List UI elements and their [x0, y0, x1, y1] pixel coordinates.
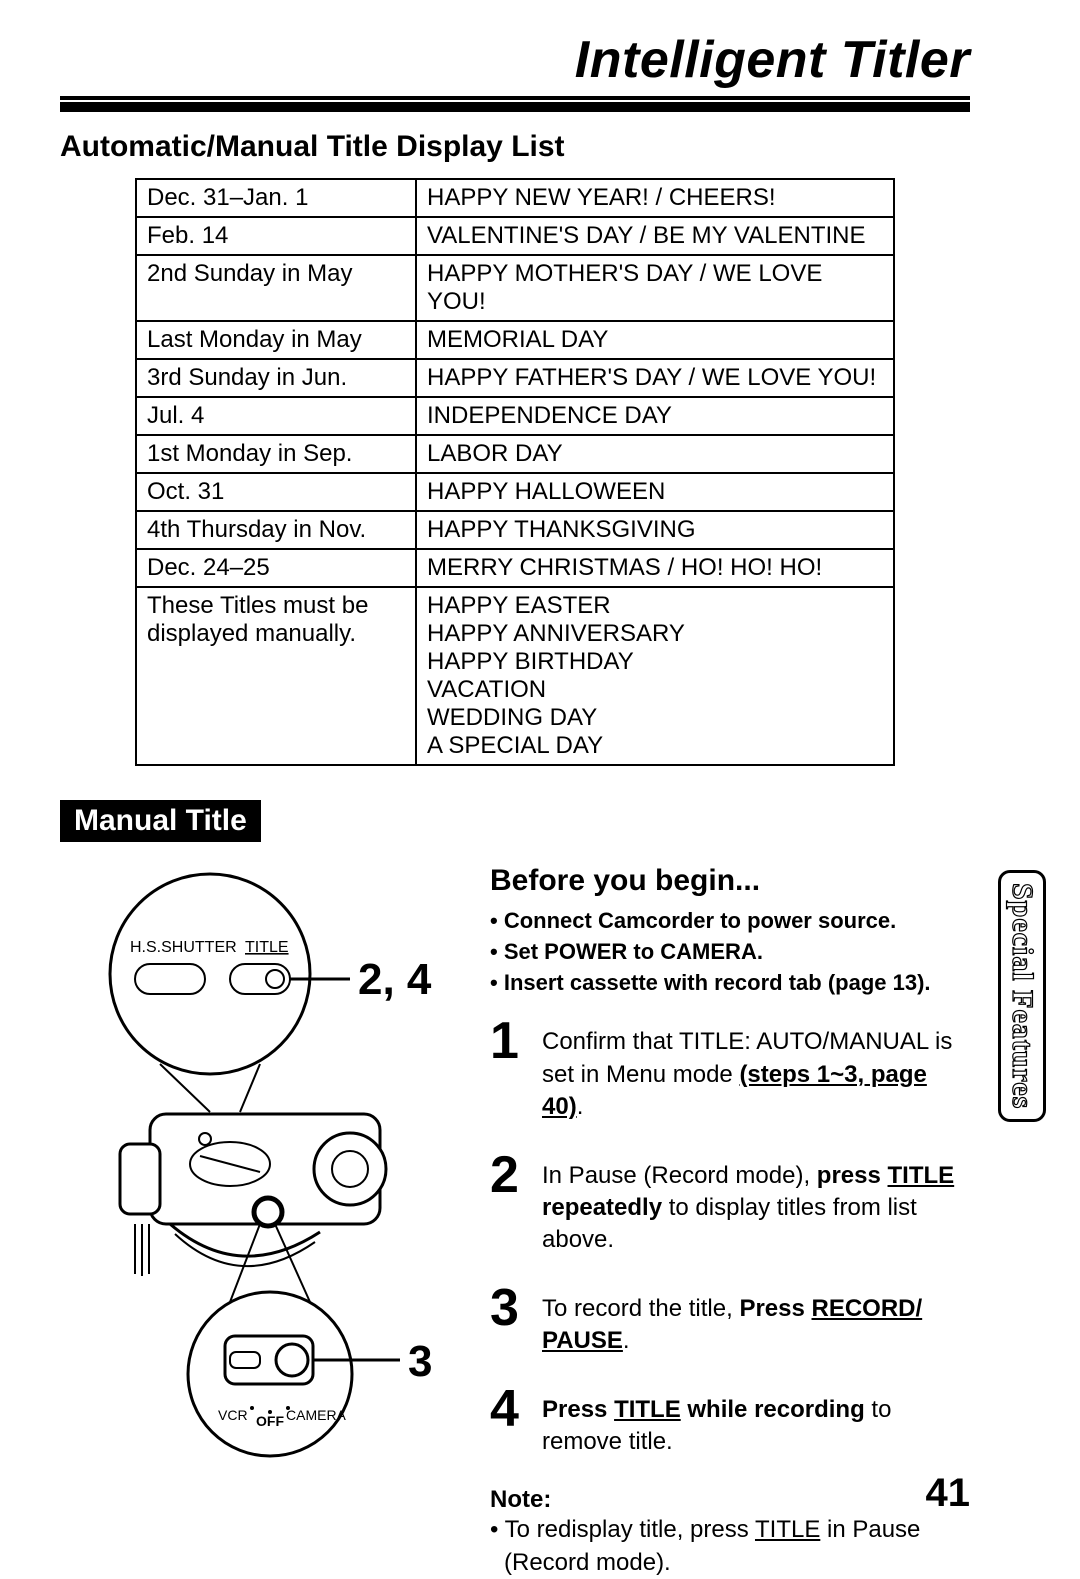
instructions-column: Before you begin... Connect Camcorder to…	[490, 864, 970, 1579]
step-text: To record the title, Press RECORD/ PAUSE…	[542, 1285, 970, 1358]
switch-label-camera: CAMERA	[286, 1407, 347, 1423]
manual-title-label: Manual Title	[60, 800, 261, 842]
side-tab-special-features: Special Features	[998, 870, 1046, 1122]
step-number: 4	[490, 1386, 526, 1433]
table-cell-title: INDEPENDENCE DAY	[416, 397, 894, 435]
page-title: Intelligent Titler	[60, 30, 970, 90]
step: 4 Press TITLE while recording to remove t…	[490, 1386, 970, 1459]
table-row: Jul. 4INDEPENDENCE DAY	[136, 397, 894, 435]
table-row: 2nd Sunday in MayHAPPY MOTHER'S DAY / WE…	[136, 255, 894, 321]
switch-label-off: OFF	[256, 1413, 284, 1429]
step: 3 To record the title, Press RECORD/ PAUS…	[490, 1285, 970, 1358]
switch-label-vcr: VCR	[218, 1407, 248, 1423]
table-row: Oct. 31HAPPY HALLOWEEN	[136, 473, 894, 511]
table-cell-date: Feb. 14	[136, 217, 416, 255]
step-text: In Pause (Record mode), press TITLE repe…	[542, 1152, 970, 1257]
callout-3: 3	[408, 1337, 432, 1386]
list-item: Set POWER to CAMERA.	[490, 937, 970, 968]
table-cell-date: Dec. 24–25	[136, 549, 416, 587]
table-row: Dec. 24–25MERRY CHRISTMAS / HO! HO! HO!	[136, 549, 894, 587]
step: 1 Confirm that TITLE: AUTO/MANUAL is set …	[490, 1018, 970, 1123]
table-cell-date: 1st Monday in Sep.	[136, 435, 416, 473]
table-cell-date: Oct. 31	[136, 473, 416, 511]
table-cell-title: MEMORIAL DAY	[416, 321, 894, 359]
step-number: 1	[490, 1018, 526, 1065]
table-cell-date: 4th Thursday in Nov.	[136, 511, 416, 549]
table-cell-title: HAPPY THANKSGIVING	[416, 511, 894, 549]
step-text: Press TITLE while recording to remove ti…	[542, 1386, 970, 1459]
page-number: 41	[926, 1471, 971, 1516]
rule-thick	[60, 102, 970, 112]
table-cell-date: Dec. 31–Jan. 1	[136, 179, 416, 217]
table-cell-title: MERRY CHRISTMAS / HO! HO! HO!	[416, 549, 894, 587]
step-number: 2	[490, 1152, 526, 1199]
table-cell-date: Jul. 4	[136, 397, 416, 435]
list-item: Connect Camcorder to power source.	[490, 906, 970, 937]
title-display-table: Dec. 31–Jan. 1HAPPY NEW YEAR! / CHEERS!F…	[135, 178, 895, 766]
table-row-manual: These Titles must be displayed manually.…	[136, 587, 894, 765]
step: 2 In Pause (Record mode), press TITLE rep…	[490, 1152, 970, 1257]
table-row: 1st Monday in Sep.LABOR DAY	[136, 435, 894, 473]
table-cell-date: 2nd Sunday in May	[136, 255, 416, 321]
diagram-label-hsshutter: H.S.SHUTTER	[130, 939, 237, 956]
list-item: Insert cassette with record tab (page 13…	[490, 968, 970, 999]
camcorder-diagram: H.S.SHUTTER TITLE 2, 4	[60, 864, 460, 1489]
section-heading-auto-manual: Automatic/Manual Title Display List	[60, 130, 970, 164]
table-cell-title: HAPPY NEW YEAR! / CHEERS!	[416, 179, 894, 217]
table-cell-date: Last Monday in May	[136, 321, 416, 359]
before-you-begin-heading: Before you begin...	[490, 864, 970, 898]
rule-thin	[60, 96, 970, 100]
table-cell-title: HAPPY FATHER'S DAY / WE LOVE YOU!	[416, 359, 894, 397]
table-cell-manual-titles: HAPPY EASTERHAPPY ANNIVERSARYHAPPY BIRTH…	[416, 587, 894, 765]
table-cell-manual-label: These Titles must be displayed manually.	[136, 587, 416, 765]
step-number: 3	[490, 1285, 526, 1332]
callout-2-4: 2, 4	[358, 955, 432, 1004]
table-cell-title: VALENTINE'S DAY / BE MY VALENTINE	[416, 217, 894, 255]
note-heading: Note:	[490, 1486, 970, 1514]
table-cell-title: HAPPY HALLOWEEN	[416, 473, 894, 511]
step-text: Confirm that TITLE: AUTO/MANUAL is set i…	[542, 1018, 970, 1123]
diagram-label-title: TITLE	[245, 939, 289, 956]
table-cell-title: HAPPY MOTHER'S DAY / WE LOVE YOU!	[416, 255, 894, 321]
table-cell-date: 3rd Sunday in Jun.	[136, 359, 416, 397]
table-row: 3rd Sunday in Jun.HAPPY FATHER'S DAY / W…	[136, 359, 894, 397]
table-row: Dec. 31–Jan. 1HAPPY NEW YEAR! / CHEERS!	[136, 179, 894, 217]
note-body: • To redisplay title, press TITLE in Pau…	[490, 1514, 970, 1579]
table-cell-title: LABOR DAY	[416, 435, 894, 473]
before-you-begin-list: Connect Camcorder to power source.Set PO…	[490, 906, 970, 998]
table-row: Last Monday in MayMEMORIAL DAY	[136, 321, 894, 359]
table-row: 4th Thursday in Nov.HAPPY THANKSGIVING	[136, 511, 894, 549]
table-row: Feb. 14VALENTINE'S DAY / BE MY VALENTINE	[136, 217, 894, 255]
